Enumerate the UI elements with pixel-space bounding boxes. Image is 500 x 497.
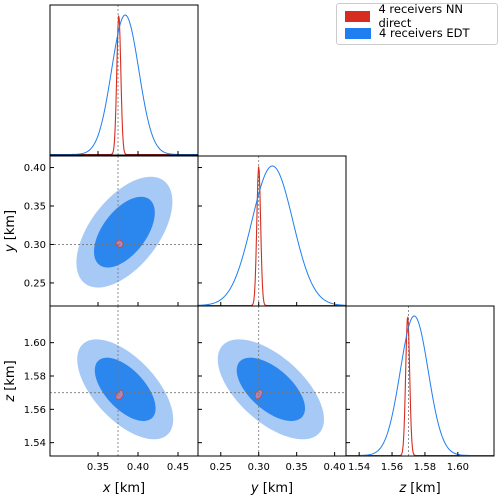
marginal-curve-x-nn-direct xyxy=(50,15,198,155)
xtick-label-y-0: 0.25 xyxy=(210,462,232,473)
xtick-label-y-2: 0.35 xyxy=(286,462,308,473)
xtick-label-z-2: 1.58 xyxy=(414,462,436,473)
xtick-label-x-2: 0.45 xyxy=(167,462,189,473)
y-axis-label-left: y [km] xyxy=(3,210,18,253)
ytick-label-y-0: 0.25 xyxy=(24,278,46,289)
ytick-label-z-0: 1.54 xyxy=(24,438,46,449)
joint-panel-y-z xyxy=(198,306,346,456)
ytick-label-z-1: 1.56 xyxy=(24,405,46,416)
contour-inner-edt-x-z xyxy=(94,357,156,421)
xtick-label-z-3: 1.60 xyxy=(447,462,469,473)
legend-label-edt: 4 receivers EDT xyxy=(379,26,470,40)
ytick-label-y-3: 0.40 xyxy=(24,163,46,174)
marginal-curve-y-nn-direct xyxy=(198,166,346,306)
z-axis-label-left: z [km] xyxy=(3,360,18,402)
legend-label-nn-direct: 4 receivers NN direct xyxy=(378,2,464,30)
x-axis-label: x [km] xyxy=(102,481,145,496)
legend: 4 receivers NN direct 4 receivers EDT xyxy=(336,2,498,45)
marginal-panel-y xyxy=(198,156,346,306)
legend-item-edt: 4 receivers EDT xyxy=(345,26,470,40)
xtick-label-y-1: 0.30 xyxy=(248,462,270,473)
ytick-label-z-2: 1.58 xyxy=(24,372,46,383)
y-axis-label-bottom: y [km] xyxy=(250,481,293,496)
marginal-frame-y xyxy=(197,155,347,307)
xtick-label-y-3: 0.40 xyxy=(323,462,345,473)
joint-panel-x-z xyxy=(50,306,198,456)
joint-frame-y-z xyxy=(197,305,347,457)
legend-item-nn-direct: 4 receivers NN direct xyxy=(345,2,497,30)
ytick-label-y-2: 0.35 xyxy=(24,202,46,213)
marginal-curve-z-nn-direct xyxy=(346,316,494,456)
z-axis-label-bottom: z [km] xyxy=(398,481,440,496)
marginal-curve-z-edt xyxy=(346,315,494,456)
contour-nn-direct-x-z xyxy=(115,390,124,401)
marginal-frame-x xyxy=(49,4,199,156)
contour-inner-edt-y-z xyxy=(236,357,306,421)
xtick-label-z-1: 1.56 xyxy=(381,462,403,473)
xtick-label-z-0: 1.54 xyxy=(348,462,370,473)
marginal-curve-x-edt xyxy=(50,14,198,155)
marginal-panel-x xyxy=(50,5,198,155)
contour-inner-edt-x-y xyxy=(94,196,155,268)
xtick-label-x-1: 0.40 xyxy=(127,462,149,473)
xtick-label-x-0: 0.35 xyxy=(87,462,109,473)
legend-swatch-nn-direct xyxy=(345,10,371,22)
ytick-label-z-3: 1.60 xyxy=(24,338,46,349)
joint-panel-x-y xyxy=(50,156,198,306)
legend-swatch-edt xyxy=(345,27,371,39)
marginal-curve-y-edt xyxy=(198,165,346,306)
ytick-label-y-1: 0.30 xyxy=(24,240,46,251)
marginal-panel-z xyxy=(346,306,494,456)
